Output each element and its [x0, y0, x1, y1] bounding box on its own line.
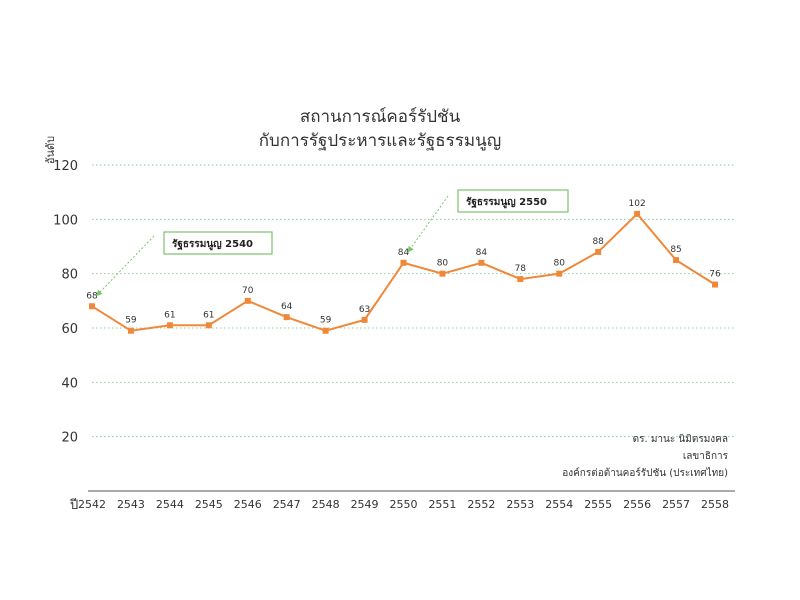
- data-labels: 68 59 61 61 70 64 59 63 84 80 84 78 80 88 102 85 76: [86, 199, 721, 326]
- data-point: [89, 303, 95, 310]
- x-tick-label: 2558: [701, 498, 729, 511]
- data-label: 61: [164, 310, 175, 320]
- data-label: 84: [398, 248, 410, 258]
- data-point: [439, 270, 446, 277]
- data-point: [244, 297, 251, 304]
- data-point: [712, 281, 718, 288]
- data-point: [166, 322, 173, 329]
- credit-block: ดร. มานะ นิมิตรมงคลเลขาธิการองค์กรต่อต้า…: [562, 434, 728, 479]
- data-label: 84: [476, 248, 488, 258]
- annotation-arrow-line: [95, 235, 155, 297]
- x-axis-ticks: 2542 2543 2544 2545 2546 2547 2548 2549 2550 2551…: [78, 498, 729, 511]
- data-point: [361, 316, 368, 323]
- x-axis-label: ปี: [69, 497, 78, 513]
- chart-title-line-2: กับการรัฐประหารและรัฐธรรมนูญ: [259, 131, 501, 151]
- annotation-label: รัฐธรรมนูญ 2540: [172, 238, 253, 251]
- data-label: 64: [281, 302, 293, 312]
- x-tick-label: 2551: [428, 498, 456, 511]
- x-tick-label: 2554: [545, 498, 573, 511]
- data-points: [89, 210, 718, 334]
- data-label: 80: [554, 259, 566, 269]
- x-tick-label: 2552: [467, 498, 495, 511]
- credit-line-3: องค์กรต่อต้านคอร์รัปชัน (ประเทศไทย): [562, 467, 728, 479]
- annotation-box: [457, 189, 569, 213]
- y-tick-label: 80: [61, 268, 78, 283]
- data-label: 70: [242, 286, 254, 296]
- data-point: [205, 322, 212, 329]
- chart-title-line-1: สถานการณ์คอร์รัปชัน: [300, 107, 461, 127]
- y-tick-label: 40: [61, 376, 78, 391]
- data-label: 85: [670, 245, 681, 255]
- credit-line-2: เลขาธิการ: [683, 451, 729, 462]
- data-label: 59: [320, 316, 332, 326]
- data-point: [322, 327, 329, 334]
- data-label: 68: [86, 291, 98, 301]
- data-point: [517, 276, 524, 283]
- data-label: 80: [437, 259, 449, 269]
- data-point: [595, 248, 602, 255]
- data-label: 59: [125, 316, 137, 326]
- x-tick-label: 2542: [78, 498, 106, 511]
- y-tick-label: 20: [61, 431, 78, 446]
- data-point: [283, 314, 290, 321]
- arrow-icon: [407, 245, 414, 253]
- y-tick-label: 120: [53, 159, 78, 174]
- x-tick-label: 2547: [273, 498, 301, 511]
- data-point: [673, 257, 680, 264]
- arrow-icon: [96, 289, 103, 297]
- x-tick-label: 2555: [584, 498, 612, 511]
- x-tick-label: 2557: [662, 498, 690, 511]
- x-tick-label: 2548: [312, 498, 340, 511]
- data-label: 76: [709, 270, 721, 280]
- annotation-label: รัฐธรรมนูญ 2550: [466, 196, 547, 209]
- chart-title: สถานการณ์คอร์รัปชันกับการรัฐประหารและรัฐ…: [259, 107, 501, 151]
- y-axis-ticks: 20 40 60 80 100 120: [53, 159, 78, 446]
- data-point: [127, 327, 134, 334]
- y-axis-label: อันดับ: [44, 136, 57, 164]
- annotation-2: รัฐธรรมนูญ 2550: [407, 189, 569, 254]
- data-label: 63: [359, 305, 370, 315]
- x-tick-label: 2544: [156, 498, 184, 511]
- data-label: 78: [515, 264, 527, 274]
- data-point: [634, 210, 641, 217]
- x-tick-label: 2549: [351, 498, 379, 511]
- x-tick-label: 2556: [623, 498, 651, 511]
- data-label: 102: [629, 199, 646, 209]
- annotation-arrow-line: [407, 195, 449, 254]
- x-tick-label: 2545: [195, 498, 223, 511]
- credit-line-1: ดร. มานะ นิมิตรมงคล: [633, 434, 728, 445]
- data-point: [400, 259, 407, 266]
- x-tick-label: 2546: [234, 498, 262, 511]
- x-tick-label: 2553: [506, 498, 534, 511]
- annotation-1: รัฐธรรมนูญ 2540: [95, 231, 273, 297]
- x-tick-label: 2550: [390, 498, 418, 511]
- data-label: 61: [203, 310, 214, 320]
- gridlines: [92, 164, 735, 438]
- annotation-box: [163, 231, 273, 255]
- y-tick-label: 60: [61, 322, 78, 337]
- data-point: [556, 270, 563, 277]
- data-label: 88: [592, 237, 604, 247]
- annotations: รัฐธรรมนูญ 2540 รัฐธรรมนูญ 2550: [95, 189, 569, 297]
- x-tick-label: 2543: [117, 498, 145, 511]
- y-tick-label: 100: [53, 213, 78, 228]
- data-point: [478, 259, 485, 266]
